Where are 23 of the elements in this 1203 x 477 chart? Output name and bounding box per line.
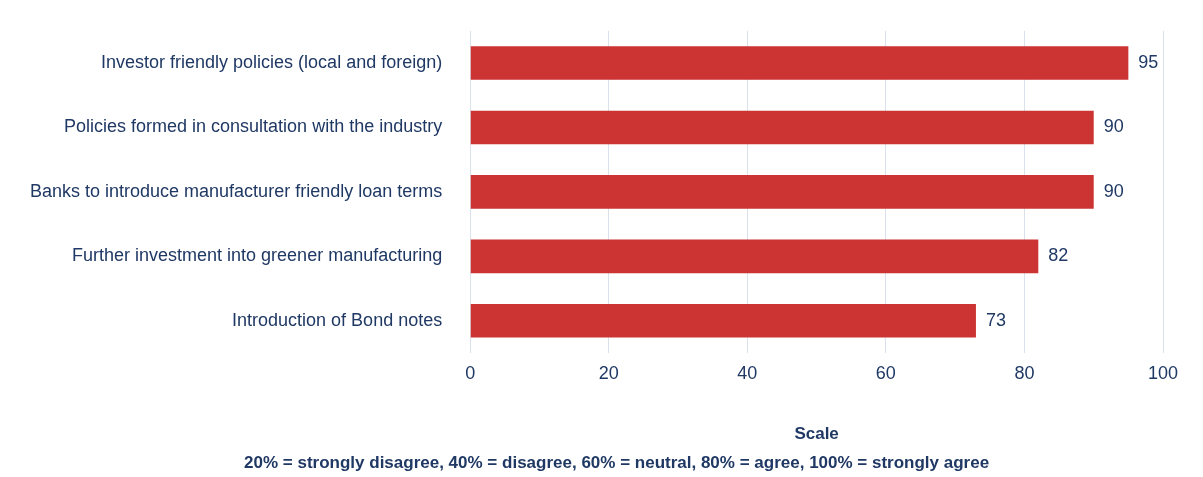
y-tick-label: Banks to introduce manufacturer friendly loan terms xyxy=(30,180,443,201)
y-tick-label: Further investment into greener manufacturing xyxy=(72,245,443,266)
x-tick-label: 40 xyxy=(737,362,758,383)
x-tick-label: 20 xyxy=(598,362,619,383)
bar xyxy=(470,175,1094,209)
x-tick-label: 80 xyxy=(1014,362,1035,383)
text: 20% = strongly disagree, 40% = disagree, 60% = neutral, 80% = agree, 100% = strongly agree xyxy=(244,452,990,472)
x-tick-label: 100 xyxy=(1147,362,1179,383)
y-tick-label: Introduction of Bond notes xyxy=(232,309,443,330)
bar xyxy=(470,110,1094,145)
bar xyxy=(470,239,1039,274)
bar xyxy=(470,303,976,338)
y-tick-label: Investor friendly policies (local and foreign) xyxy=(101,51,443,72)
y-tick-label: Policies formed in consultation with the industry xyxy=(64,116,443,137)
x-tick-label: 0 xyxy=(465,362,476,383)
x-tick-label: 60 xyxy=(875,362,896,383)
data-label: 73 xyxy=(985,309,1006,330)
bar xyxy=(470,46,1129,80)
x-axis-title: Scale xyxy=(794,424,839,444)
data-label: 82 xyxy=(1048,245,1069,266)
data-label: 90 xyxy=(1103,180,1124,201)
data-label: 90 xyxy=(1103,116,1124,137)
data-label: 95 xyxy=(1138,51,1159,72)
